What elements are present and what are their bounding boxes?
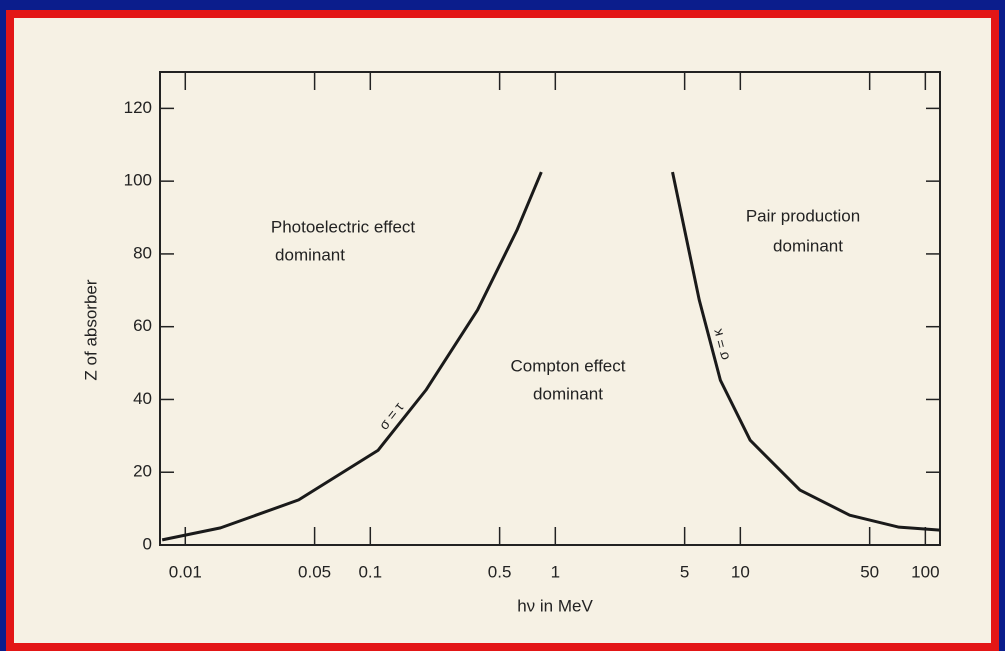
x-tick-label: 0.1 bbox=[358, 562, 382, 581]
curve bbox=[671, 171, 941, 532]
x-tick-label: 1 bbox=[551, 562, 560, 581]
y-tick-label: 100 bbox=[124, 171, 152, 190]
annotation: dominant bbox=[533, 384, 603, 403]
y-tick-label: 60 bbox=[133, 316, 152, 335]
annotation: Photoelectric effect bbox=[271, 217, 416, 236]
curve bbox=[161, 171, 543, 542]
y-tick-label: 40 bbox=[133, 389, 152, 408]
annotation: Compton effect bbox=[511, 356, 626, 375]
y-tick-label: 120 bbox=[124, 98, 152, 117]
x-axis-label: hν in MeV bbox=[517, 596, 593, 615]
x-tick-label: 100 bbox=[911, 562, 939, 581]
x-tick-label: 0.01 bbox=[169, 562, 202, 581]
annotation: Pair production bbox=[746, 206, 860, 225]
curve-label: σ = τ bbox=[375, 399, 407, 433]
y-axis-label: Z of absorber bbox=[81, 279, 100, 380]
curve-label: σ = κ bbox=[709, 326, 733, 362]
y-tick-label: 80 bbox=[133, 243, 152, 262]
x-tick-label: 50 bbox=[860, 562, 879, 581]
x-tick-label: 0.5 bbox=[488, 562, 512, 581]
x-tick-label: 10 bbox=[731, 562, 750, 581]
y-tick-label: 20 bbox=[133, 462, 152, 481]
x-tick-label: 5 bbox=[680, 562, 689, 581]
x-tick-label: 0.05 bbox=[298, 562, 331, 581]
plot-frame bbox=[159, 71, 941, 546]
y-tick-label: 0 bbox=[143, 534, 152, 553]
annotation: dominant bbox=[773, 236, 843, 255]
annotation: dominant bbox=[275, 245, 345, 264]
